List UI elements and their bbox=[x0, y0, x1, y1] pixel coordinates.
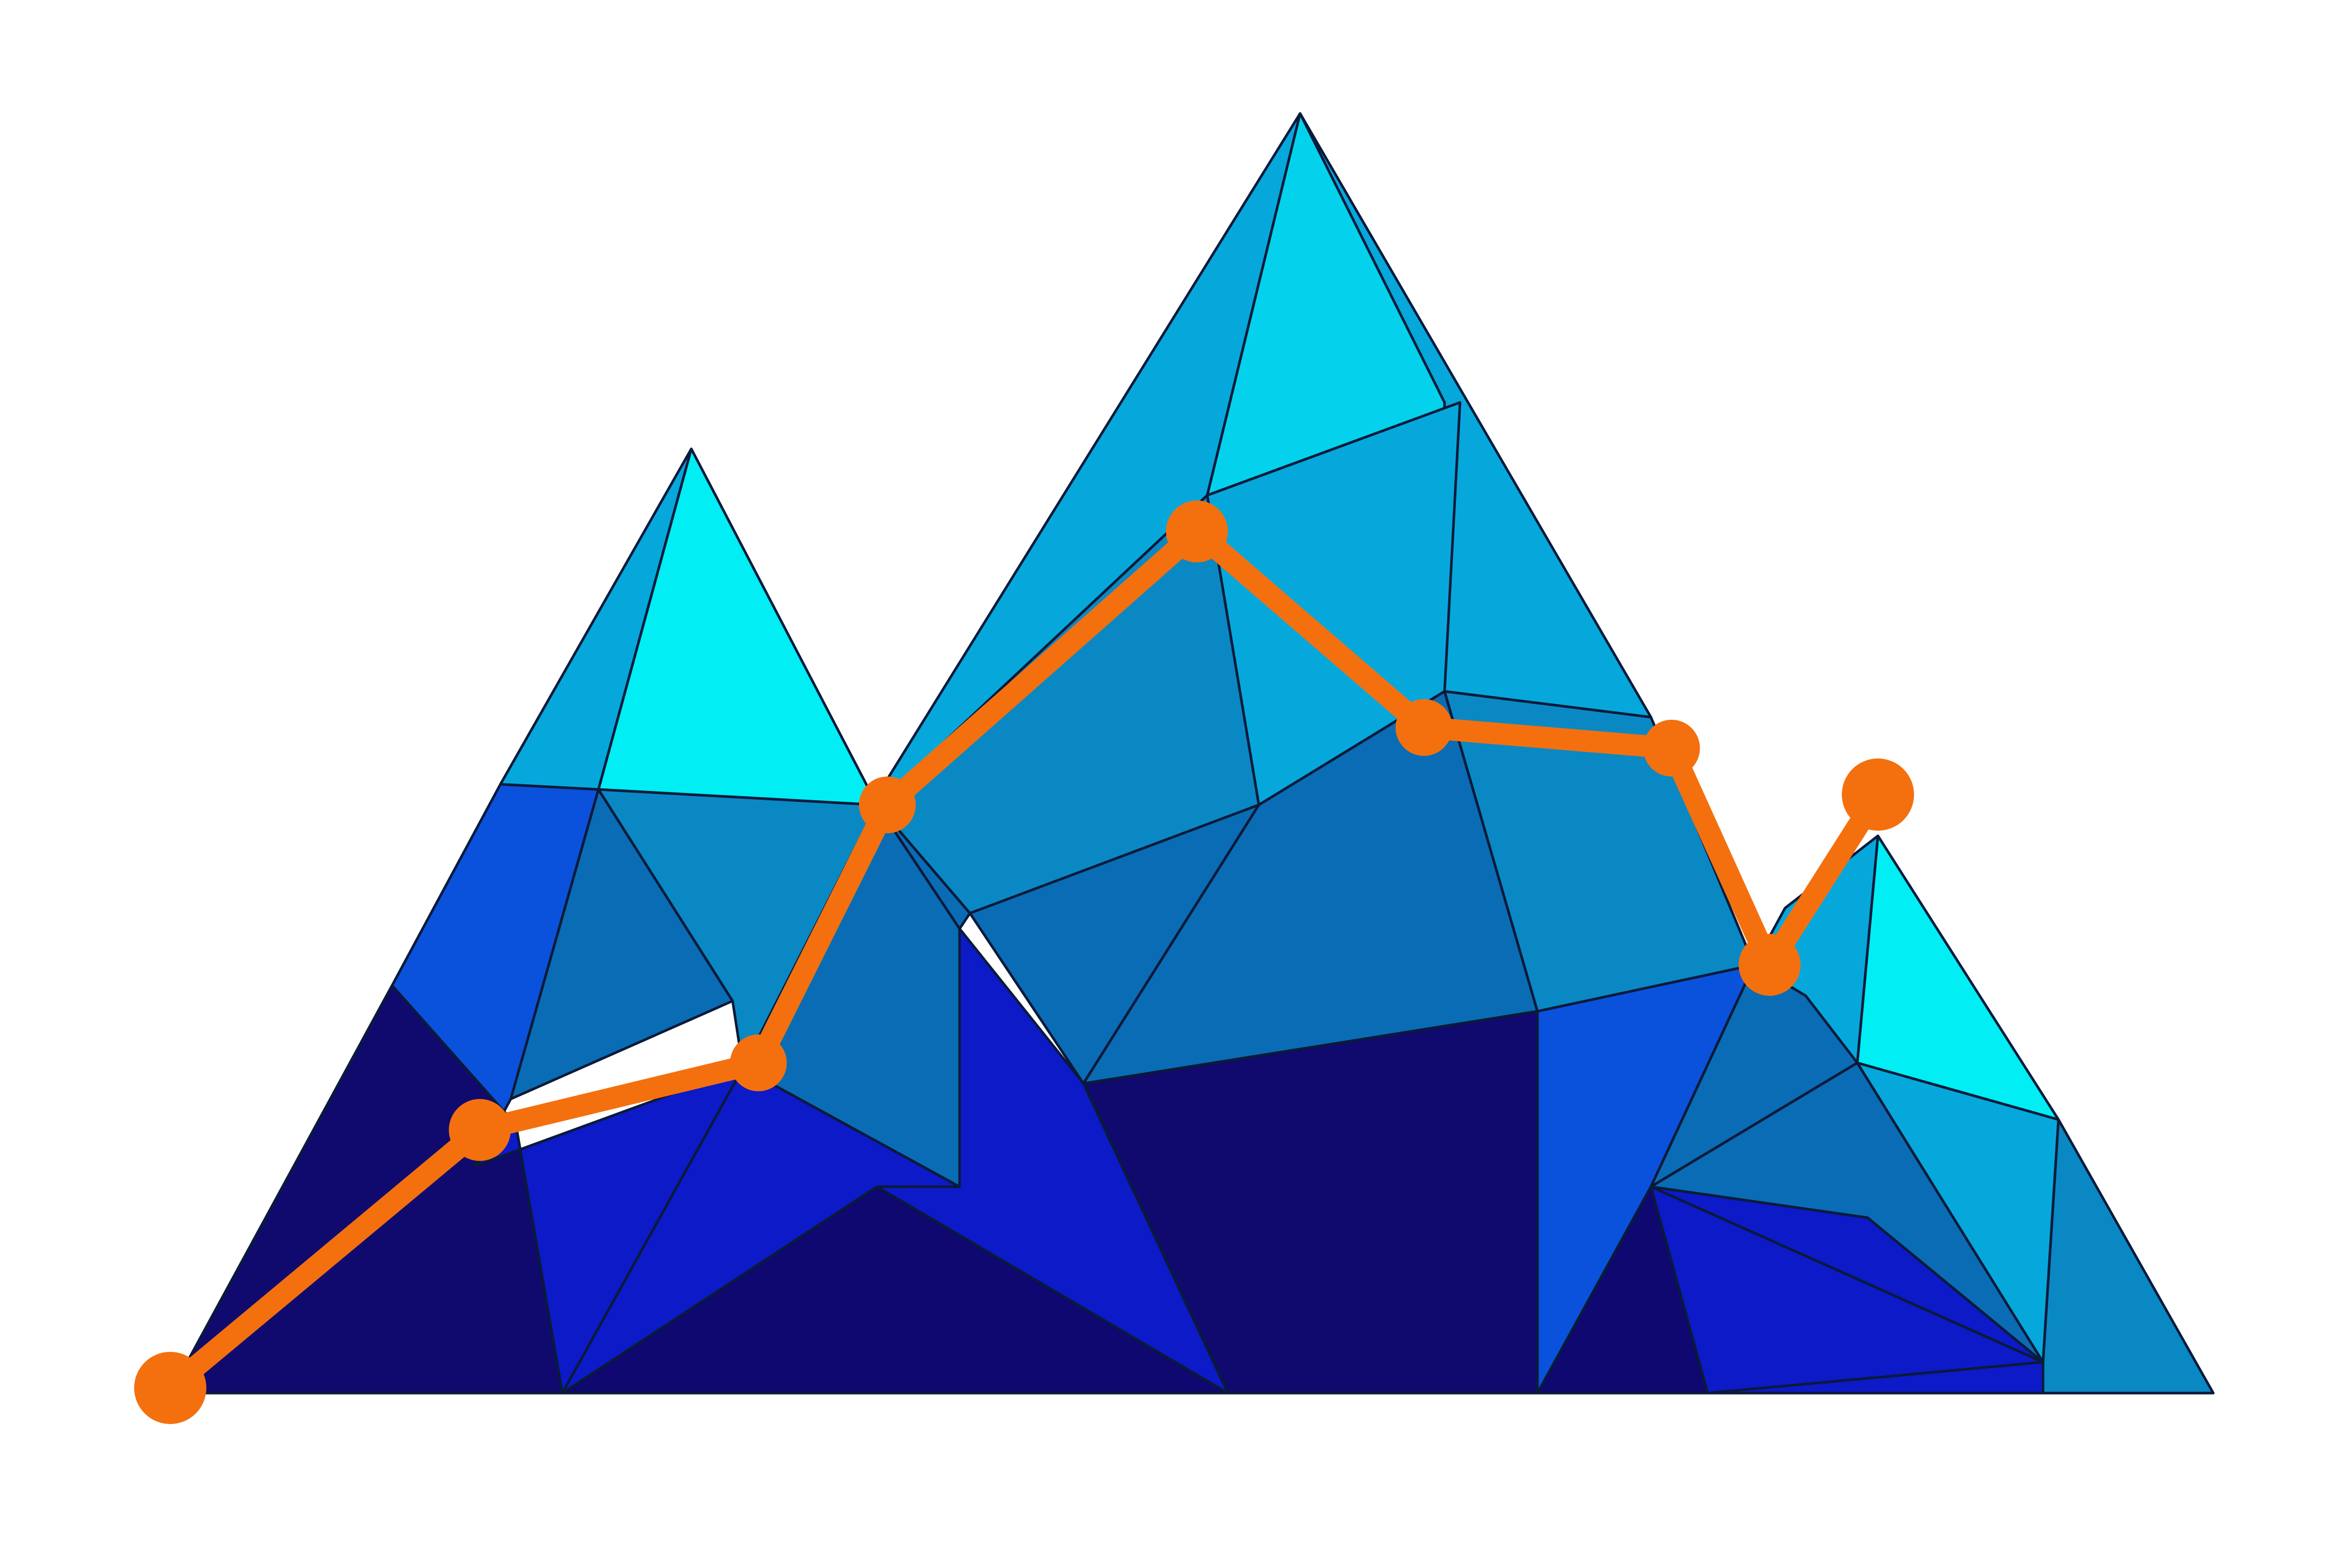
trend-marker-3 bbox=[730, 1034, 787, 1091]
trend-marker-6 bbox=[1396, 699, 1452, 756]
trend-marker-8 bbox=[1739, 934, 1801, 996]
trend-marker-1 bbox=[134, 1352, 206, 1424]
facet-right-edge bbox=[2041, 1118, 2215, 1395]
trend-markers bbox=[134, 500, 1914, 1424]
facet-left-peak-cyan-2 bbox=[597, 447, 879, 806]
facet-right-base bbox=[1706, 1361, 2045, 1395]
mountain-range bbox=[169, 112, 2215, 1395]
trend-marker-7 bbox=[1643, 720, 1700, 777]
facet-center-left-slope bbox=[876, 803, 971, 930]
trend-marker-4 bbox=[859, 777, 916, 833]
trend-marker-2 bbox=[449, 1099, 511, 1161]
trend-marker-9 bbox=[1842, 758, 1914, 831]
trend-marker-5 bbox=[1166, 500, 1228, 562]
trend-line-group bbox=[134, 500, 1914, 1424]
